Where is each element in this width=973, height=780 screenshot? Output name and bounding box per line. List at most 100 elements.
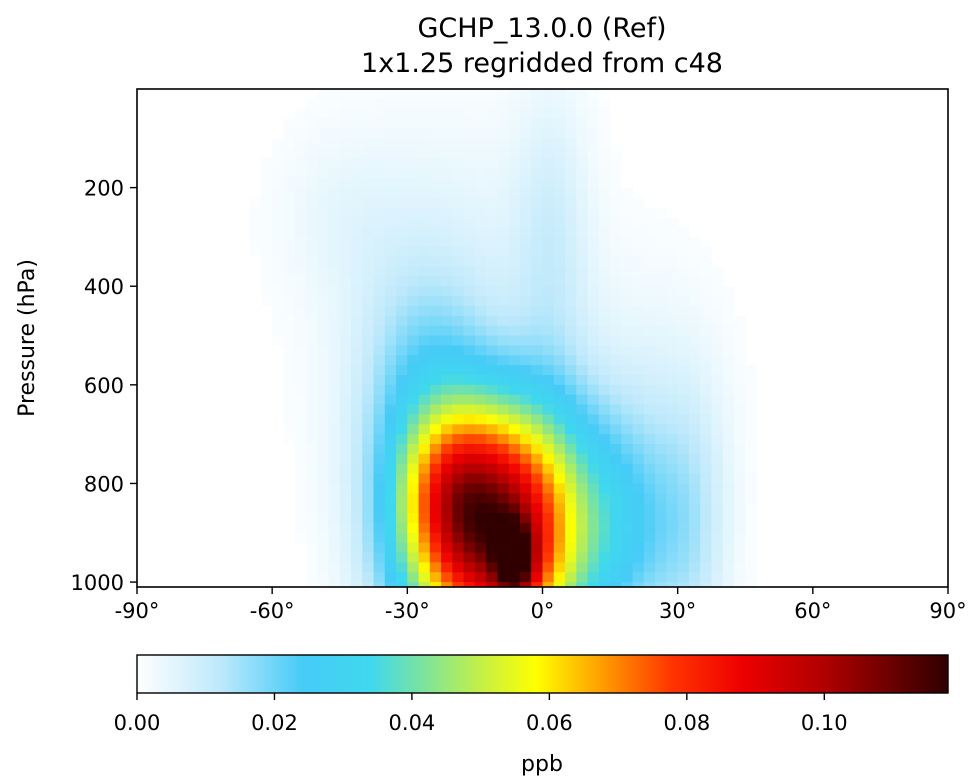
heatmap-cell [542,444,555,455]
heatmap-cell [598,227,611,238]
heatmap-cell [283,217,296,228]
heatmap-cell [700,513,713,524]
heatmap-cell [632,286,645,297]
heatmap-cell [384,493,397,504]
heatmap-cell [441,522,453,534]
heatmap-cell [339,276,352,287]
heatmap-cell [441,444,453,455]
heatmap-cell [655,414,667,425]
heatmap-cell [418,473,431,485]
heatmap-cell [745,365,758,376]
heatmap-cell [610,345,622,356]
heatmap-cell [429,158,442,169]
heatmap-cell [328,404,341,416]
colorbar-axis: 0.00 0.02 0.04 0.06 0.08 0.10 [114,693,848,735]
heatmap-cell [418,503,431,514]
heatmap-cell [474,513,487,524]
heatmap-cell [339,394,352,406]
heatmap-cell [531,325,544,337]
heatmap-cell [610,315,622,327]
heatmap-cell [531,532,544,544]
heatmap-cell [384,286,397,297]
heatmap-cell [531,197,544,208]
heatmap-cell [463,108,476,120]
heatmap-cell [384,463,397,475]
heatmap-cell [587,542,600,554]
heatmap-cell [733,572,746,583]
heatmap-cell [441,187,453,199]
heatmap-cell [508,444,521,455]
heatmap-cell [576,148,589,159]
heatmap-cell [553,434,566,445]
heatmap-cell [587,522,600,534]
heatmap-cell [441,542,453,554]
heatmap-cell [272,167,285,179]
heatmap-cell [688,503,701,514]
heatmap-cell [441,266,453,277]
heatmap-cell [328,187,341,199]
heatmap-cell [508,414,521,425]
heatmap-cell [328,246,341,258]
heatmap-cell [677,236,690,248]
heatmap-cell [407,177,420,189]
heatmap-cell [587,138,600,149]
heatmap-cell [407,118,420,130]
heatmap-cell [508,463,521,475]
heatmap-cell [576,404,589,416]
heatmap-cell [655,296,667,307]
heatmap-cell [610,542,622,554]
heatmap-cell [328,296,341,307]
heatmap-cell [531,434,544,445]
heatmap-cell [531,305,544,317]
heatmap-cell [632,266,645,277]
heatmap-cell [407,404,420,416]
heatmap-cell [576,582,589,588]
colorbar-tick-label: 0.04 [389,711,436,735]
heatmap-cell [688,384,701,396]
heatmap-cell [587,236,600,248]
heatmap-cell [519,552,532,563]
heatmap-cell [598,434,611,445]
heatmap-cell [576,108,589,120]
heatmap-cell [587,503,600,514]
heatmap-cell [351,434,363,445]
heatmap-cell [610,513,622,524]
heatmap-cell [508,128,521,139]
heatmap-cell [722,473,735,485]
heatmap-cell [351,148,363,159]
heatmap-cell [632,434,645,445]
heatmap-cell [542,542,555,554]
heatmap-cell [486,158,499,169]
heatmap-cell [576,335,589,346]
heatmap-cell [655,532,667,544]
heatmap-cell [474,227,487,238]
heatmap-cell [553,276,566,287]
heatmap-cell [722,424,735,435]
heatmap-cell [373,187,386,199]
heatmap-cell [497,374,510,386]
heatmap-cell [305,483,318,494]
heatmap-cell [508,207,521,218]
heatmap-cell [553,542,566,554]
heatmap-cell [610,463,622,475]
heatmap-cell [486,177,499,189]
heatmap-cell [677,266,690,277]
heatmap-cell [260,187,273,199]
heatmap-cell [643,236,656,248]
heatmap-cell [283,424,296,435]
heatmap-cell [553,374,566,386]
heatmap-cell [576,473,589,485]
heatmap-cell [542,315,555,327]
heatmap-cell [351,315,363,327]
heatmap-cell [610,384,622,396]
heatmap-cell [317,404,330,416]
heatmap-cell [621,473,634,485]
heatmap-cell [497,187,510,199]
heatmap-cell [463,503,476,514]
heatmap-cell [587,355,600,366]
colorbar-tick-label: 0.10 [801,711,848,735]
heatmap-cell [441,582,453,588]
heatmap-cell [384,315,397,327]
heatmap-cell [598,562,611,573]
heatmap-cell [452,434,465,445]
